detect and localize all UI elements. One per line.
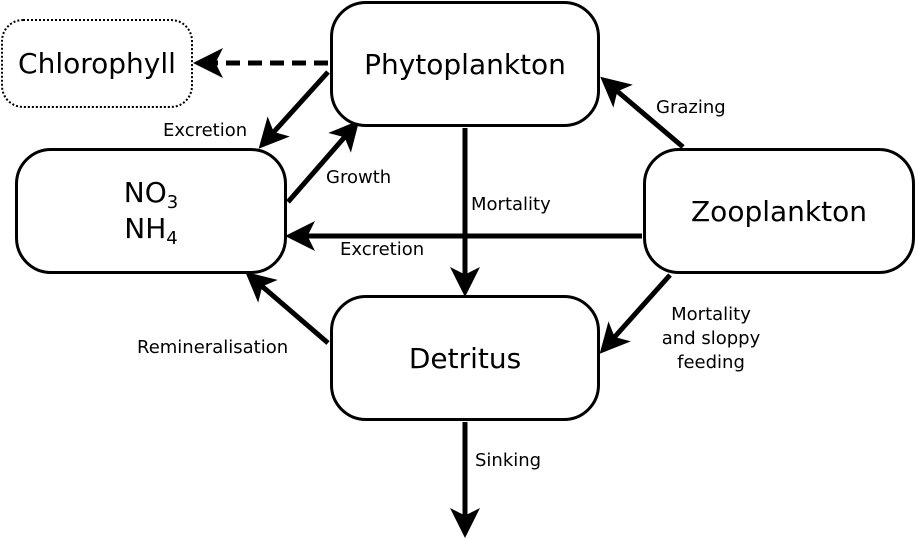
sinking-label: Sinking	[475, 450, 542, 471]
zooplankton-label: Zooplankton	[691, 194, 867, 228]
ammonium-label: NH4	[124, 212, 178, 249]
mortality-phyto-label: Mortality	[471, 194, 551, 215]
excretion-phyto-label: Excretion	[163, 120, 248, 141]
nutrients-label: NO3 NH4	[123, 175, 179, 249]
growth-label: Growth	[326, 167, 392, 188]
excretion-zoo-label: Excretion	[340, 239, 425, 260]
arrow-grazing	[600, 76, 685, 149]
chlorophyll-label: Chlorophyll	[18, 47, 176, 80]
arrow-phyto-excretion	[258, 70, 330, 149]
phytoplankton-node: Phytoplankton	[330, 1, 600, 127]
zooplankton-node: Zooplankton	[643, 148, 915, 274]
mortality-zoo-label: Mortality and sloppy feeding	[652, 303, 770, 375]
mortality-zoo-line3: feeding	[677, 352, 745, 373]
nitrate-label: NO3	[123, 176, 179, 213]
detritus-label: Detritus	[408, 341, 522, 375]
mortality-zoo-line2: and sloppy	[661, 328, 761, 349]
arrow-zoo-mortality	[599, 273, 672, 354]
phytoplankton-label: Phytoplankton	[364, 47, 566, 81]
chlorophyll-node: Chlorophyll	[1, 19, 193, 108]
arrow-remineralisation	[245, 271, 330, 345]
nutrients-node: NO3 NH4	[15, 148, 287, 274]
grazing-label: Grazing	[656, 97, 726, 118]
arrow-growth	[286, 120, 360, 204]
mortality-zoo-line1: Mortality	[671, 304, 751, 325]
remineralisation-label: Remineralisation	[137, 337, 289, 358]
detritus-node: Detritus	[330, 295, 600, 421]
